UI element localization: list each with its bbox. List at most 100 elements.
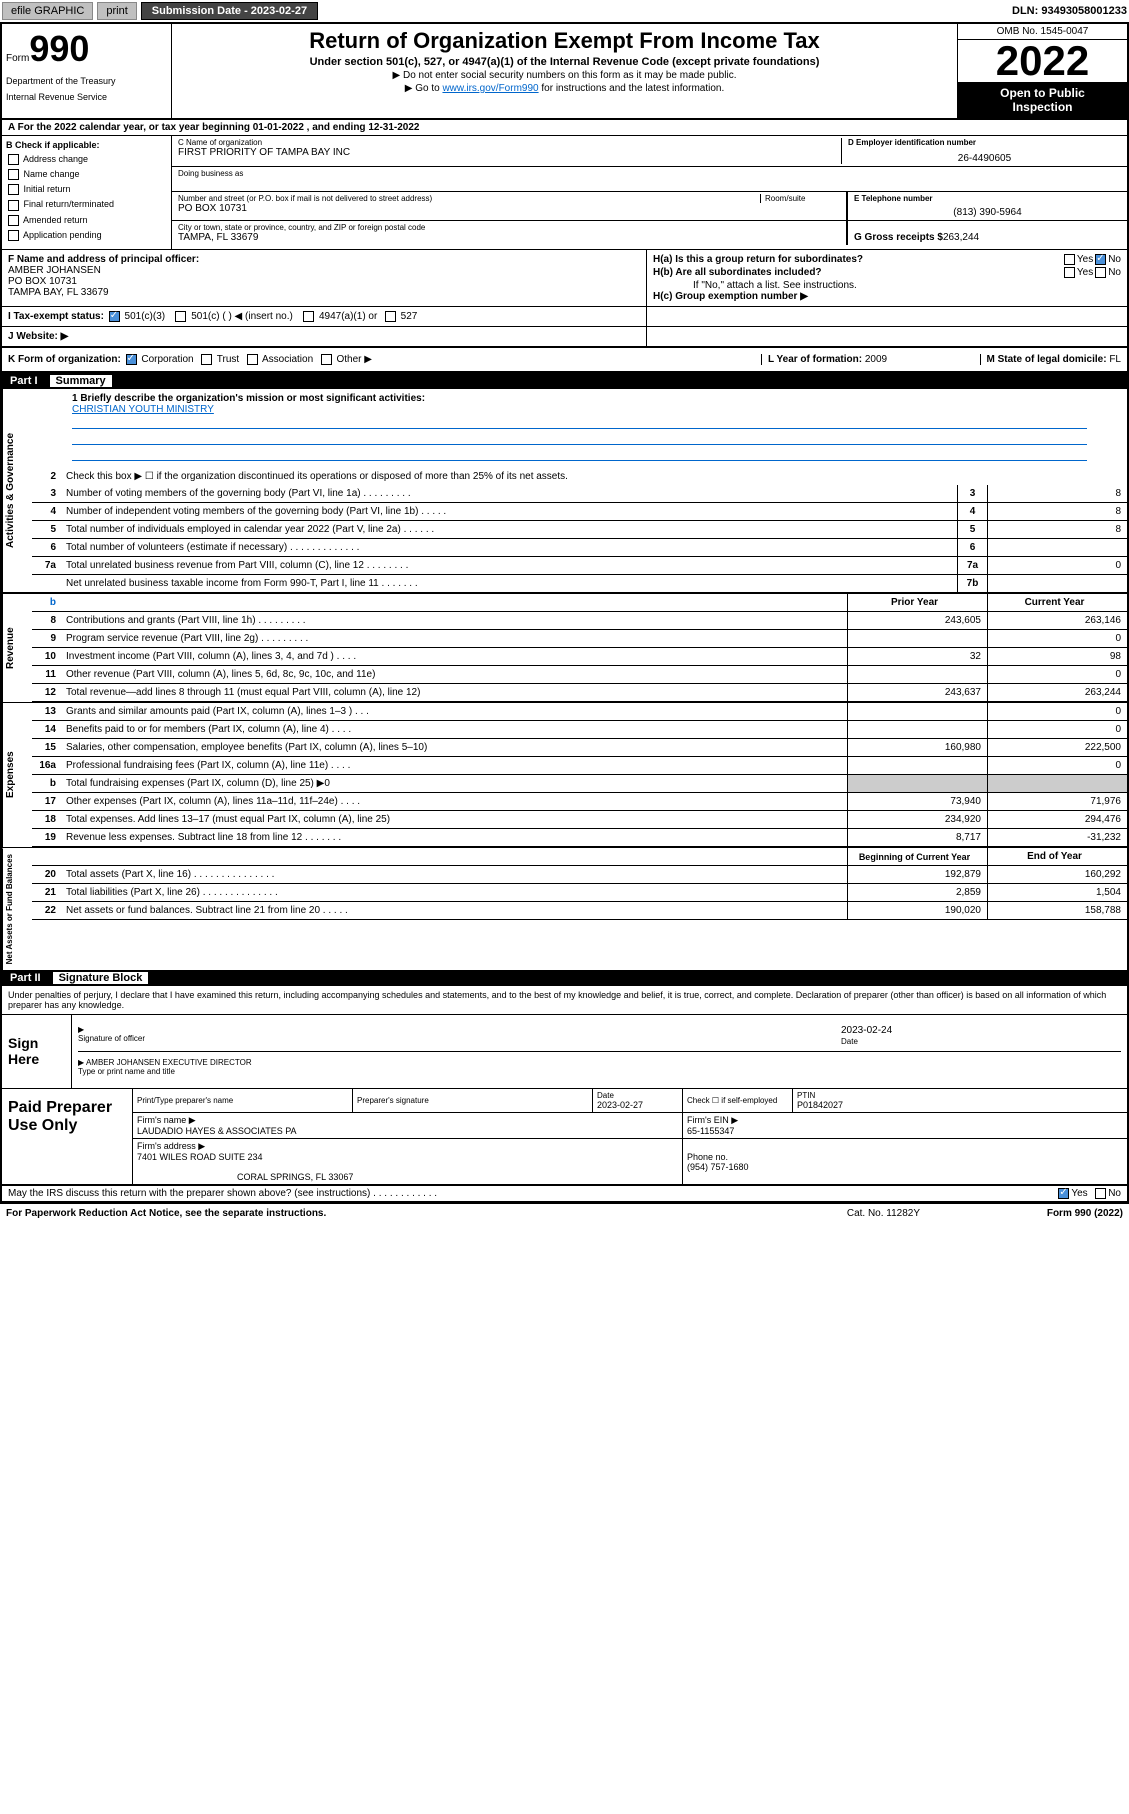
- mission-question: 1 Briefly describe the organization's mi…: [72, 393, 1087, 404]
- officer-addr2: TAMPA BAY, FL 33679: [8, 287, 640, 298]
- firm-addr-label: Firm's address ▶: [137, 1141, 678, 1152]
- gov-line-6: 6Total number of volunteers (estimate if…: [32, 539, 1127, 557]
- firm-addr1-value: 7401 WILES ROAD SUITE 234: [137, 1152, 678, 1162]
- part1-title: Summary: [50, 375, 112, 387]
- dln-label: DLN: 93493058001233: [1012, 5, 1127, 17]
- tax-year: 2022: [958, 40, 1127, 82]
- rev-line-11: 11Other revenue (Part VIII, column (A), …: [32, 666, 1127, 684]
- discuss-row: May the IRS discuss this return with the…: [2, 1186, 1127, 1202]
- expenses-section: Expenses 13Grants and similar amounts pa…: [2, 702, 1127, 847]
- sig-date-label: Date: [841, 1037, 858, 1046]
- year-form-label: L Year of formation:: [768, 354, 865, 365]
- prep-sig-label: Preparer's signature: [357, 1096, 588, 1105]
- domicile-value: FL: [1109, 354, 1121, 365]
- title-cell: Return of Organization Exempt From Incom…: [172, 24, 957, 118]
- officer-addr1: PO BOX 10731: [8, 276, 640, 287]
- row-k-l-m: K Form of organization: Corporation Trus…: [2, 348, 1127, 373]
- chk-initial-return[interactable]: Initial return: [6, 184, 167, 195]
- paperwork-notice: For Paperwork Reduction Act Notice, see …: [6, 1208, 847, 1219]
- gross-receipts-value: 263,244: [943, 232, 979, 243]
- expenses-side-label: Expenses: [2, 703, 32, 847]
- exp-line-16a: 16aProfessional fundraising fees (Part I…: [32, 757, 1127, 775]
- chk-name-change[interactable]: Name change: [6, 169, 167, 180]
- street-label: Number and street (or P.O. box if mail i…: [178, 194, 760, 203]
- gov-line-5: 5Total number of individuals employed in…: [32, 521, 1127, 539]
- chk-final-return[interactable]: Final return/terminated: [6, 199, 167, 210]
- instr-ssn: ▶ Do not enter social security numbers o…: [176, 70, 953, 81]
- chk-trust[interactable]: [201, 354, 212, 365]
- signature-declaration: Under penalties of perjury, I declare th…: [2, 986, 1127, 1015]
- form-word: Form: [6, 53, 29, 64]
- year-header-row: Revenue bPrior YearCurrent Year 8Contrib…: [2, 593, 1127, 702]
- sig-name-label: Type or print name and title: [78, 1067, 175, 1076]
- form-990-label: Form 990 (2022): [1047, 1208, 1123, 1219]
- chk-application-pending[interactable]: Application pending: [6, 230, 167, 241]
- line2-discontinued: Check this box ▶ ☐ if the organization d…: [62, 469, 1127, 484]
- ein-label: D Employer identification number: [848, 138, 1121, 147]
- chk-527[interactable]: [385, 311, 396, 322]
- prior-year-hdr: Prior Year: [847, 594, 987, 611]
- revenue-side-label: Revenue: [2, 594, 32, 702]
- org-name-label: C Name of organization: [178, 138, 841, 147]
- ein-value: 26-4490605: [848, 153, 1121, 164]
- discuss-yes[interactable]: [1058, 1188, 1069, 1199]
- chk-4947[interactable]: [303, 311, 314, 322]
- exp-line-13: 13Grants and similar amounts paid (Part …: [32, 703, 1127, 721]
- exp-line-15: 15Salaries, other compensation, employee…: [32, 739, 1127, 757]
- phone-value: (813) 390-5964: [854, 207, 1121, 218]
- chk-501c3[interactable]: [109, 311, 120, 322]
- form-org-label: K Form of organization:: [8, 354, 121, 365]
- part2-title: Signature Block: [53, 972, 149, 984]
- firm-name-label: Firm's name ▶: [137, 1115, 678, 1126]
- mission-block: 1 Briefly describe the organization's mi…: [32, 389, 1127, 467]
- gov-line-7a: 7aTotal unrelated business revenue from …: [32, 557, 1127, 575]
- exp-line-18: 18Total expenses. Add lines 13–17 (must …: [32, 811, 1127, 829]
- chk-amended-return[interactable]: Amended return: [6, 215, 167, 226]
- bal-line-21: 21Total liabilities (Part X, line 26) . …: [32, 884, 1127, 902]
- paid-preparer-label: Paid Preparer Use Only: [2, 1089, 132, 1184]
- form-header: Form990 Department of the Treasury Inter…: [2, 24, 1127, 120]
- room-label: Room/suite: [760, 194, 840, 203]
- hb-label: H(b) Are all subordinates included?: [653, 267, 1062, 278]
- paid-preparer-block: Paid Preparer Use Only Print/Type prepar…: [2, 1089, 1127, 1186]
- form-number: 990: [29, 28, 89, 69]
- hb-no[interactable]: [1095, 267, 1106, 278]
- print-button[interactable]: print: [97, 2, 136, 20]
- instr-link: ▶ Go to www.irs.gov/Form990 for instruct…: [176, 83, 953, 94]
- exp-line-14: 14Benefits paid to or for members (Part …: [32, 721, 1127, 739]
- discuss-no[interactable]: [1095, 1188, 1106, 1199]
- part1-header: Part I Summary: [2, 373, 1127, 389]
- subtitle: Under section 501(c), 527, or 4947(a)(1)…: [176, 56, 953, 68]
- row-i-tax-status: I Tax-exempt status: 501(c)(3) 501(c) ( …: [2, 307, 1127, 327]
- mission-answer: CHRISTIAN YOUTH MINISTRY: [72, 404, 1087, 415]
- ha-no[interactable]: [1095, 254, 1106, 265]
- city-label: City or town, state or province, country…: [178, 223, 840, 232]
- gov-line-4: 4Number of independent voting members of…: [32, 503, 1127, 521]
- chk-association[interactable]: [247, 354, 258, 365]
- efile-button[interactable]: efile GRAPHIC: [2, 2, 93, 20]
- footer-final: For Paperwork Reduction Act Notice, see …: [0, 1204, 1129, 1223]
- officer-label: F Name and address of principal officer:: [8, 254, 640, 265]
- irs-link[interactable]: www.irs.gov/Form990: [442, 83, 538, 94]
- gov-line-7b: Net unrelated business taxable income fr…: [32, 575, 1127, 593]
- ha-yes[interactable]: [1064, 254, 1075, 265]
- chk-address-change[interactable]: Address change: [6, 154, 167, 165]
- part2-num: Part II: [10, 972, 41, 984]
- col-h-group: H(a) Is this a group return for subordin…: [647, 250, 1127, 306]
- firm-ein-value: 65-1155347: [687, 1126, 1123, 1136]
- chk-501c[interactable]: [175, 311, 186, 322]
- year-form-value: 2009: [865, 354, 887, 365]
- street-value: PO BOX 10731: [178, 203, 840, 214]
- prep-date-label: Date: [597, 1091, 678, 1100]
- prep-self-employed[interactable]: Check ☐ if self-employed: [687, 1096, 788, 1105]
- chk-other[interactable]: [321, 354, 332, 365]
- chk-corporation[interactable]: [126, 354, 137, 365]
- part2-header: Part II Signature Block: [2, 970, 1127, 986]
- bal-line-20: 20Total assets (Part X, line 16) . . . .…: [32, 866, 1127, 884]
- irs-label: Internal Revenue Service: [6, 92, 167, 102]
- prep-name-label: Print/Type preparer's name: [137, 1096, 348, 1105]
- hb-yes[interactable]: [1064, 267, 1075, 278]
- form-id-cell: Form990 Department of the Treasury Inter…: [2, 24, 172, 118]
- top-toolbar: efile GRAPHIC print Submission Date - 20…: [0, 0, 1129, 22]
- rev-line-12: 12Total revenue—add lines 8 through 11 (…: [32, 684, 1127, 702]
